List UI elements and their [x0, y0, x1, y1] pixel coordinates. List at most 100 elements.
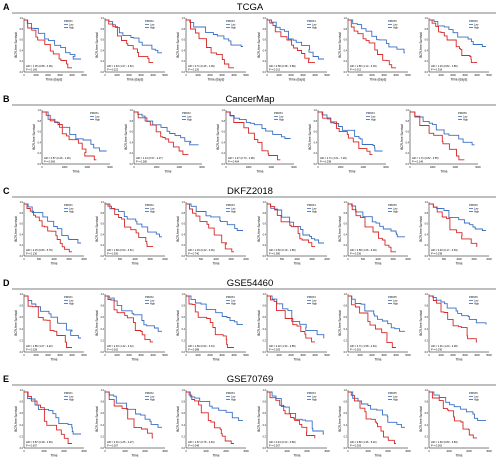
y-axis-label: BCR-free Survival	[95, 406, 99, 432]
legend-low-label: Low	[312, 396, 317, 399]
y-tick-label: 0.4	[263, 49, 267, 52]
x-tick-label: 2000	[45, 354, 51, 357]
y-tick-label: 1.0	[20, 293, 24, 296]
low-curve	[348, 19, 405, 54]
y-tick-label: 1.0	[263, 389, 267, 392]
hazard-ratio: HR = 0.57 (0.26 - 1.26)	[44, 156, 71, 160]
legend-high-label: High	[474, 399, 480, 402]
x-axis-label: Time	[51, 454, 58, 458]
gene-name: PRDX6	[469, 295, 478, 299]
x-tick-label: 1000	[276, 74, 282, 77]
legend-high-label: High	[393, 211, 399, 214]
km-panel-prdx2: BCR-free Survival 1.0 0.8 0.6 0.4 0.2 0.00 500 1…	[95, 201, 168, 266]
legend-high-label: High	[312, 27, 318, 30]
x-tick-label: 2000	[154, 166, 160, 169]
x-tick-label: 4000	[453, 166, 459, 169]
legend-high-label: High	[150, 399, 156, 402]
y-tick-label: 1.0	[101, 17, 105, 20]
x-tick-label: 500	[37, 258, 42, 261]
x-tick-label: 2000	[207, 74, 213, 77]
p-value: P = 0.036	[350, 252, 362, 256]
high-curve	[348, 19, 396, 69]
high-curve	[186, 203, 234, 253]
y-tick-label: 0.8	[263, 401, 267, 404]
y-axis-label: BCR-free Survival	[257, 406, 261, 432]
x-tick-label: 0	[347, 354, 349, 357]
legend-high-label: High	[371, 119, 377, 122]
x-tick-label: 2000	[385, 450, 391, 453]
gene-name: PRDX1	[90, 111, 99, 115]
hazard-ratio: HR = 1.23 (0.82 - 1.86)	[431, 64, 458, 68]
y-axis-label: BCR-free Survival	[95, 310, 99, 336]
p-value: P = 0.012	[350, 68, 362, 72]
x-axis-label: Time	[441, 170, 448, 174]
x-axis-label: Time (days)	[127, 78, 144, 82]
low-curve	[105, 391, 162, 428]
x-tick-label: 3000	[381, 354, 387, 357]
y-tick-label: 1.0	[344, 293, 348, 296]
gene-name: PRDX5	[388, 203, 397, 207]
y-axis-label: BCR-free Survival	[338, 216, 342, 242]
y-tick-label: 0.6	[222, 131, 226, 134]
x-tick-label: 1000	[438, 74, 444, 77]
y-tick-label: 0.2	[344, 435, 348, 438]
legend-low-label: Low	[231, 24, 236, 27]
hazard-ratio: HR = 1.60 (0.80 - 3.83)	[431, 440, 458, 444]
y-tick-label: 0.0	[130, 163, 134, 166]
x-tick-label: 2000	[486, 258, 492, 261]
legend-low-label: Low	[474, 208, 479, 211]
x-tick-label: 2000	[405, 258, 411, 261]
gene-name: PRDX2	[145, 391, 154, 395]
p-value: P = 0.028	[26, 348, 38, 352]
y-tick-label: 0.6	[182, 316, 186, 319]
hazard-ratio: HR = 0.87 (0.48 - 1.60)	[26, 440, 53, 444]
legend-high-label: High	[474, 303, 480, 306]
low-curve	[24, 19, 81, 60]
y-tick-label: 0.8	[20, 401, 24, 404]
y-tick-label: 0.0	[20, 71, 24, 74]
p-value: P = 0.300	[107, 252, 119, 256]
y-tick-label: 0.2	[20, 60, 24, 63]
x-axis-label: Time	[294, 262, 301, 266]
y-tick-label: 0.6	[263, 412, 267, 415]
high-curve	[348, 295, 396, 348]
legend-low-label: Low	[312, 300, 317, 303]
legend-low-label: Low	[371, 116, 376, 119]
x-tick-label: 6000	[475, 166, 481, 169]
x-tick-label: 1000	[446, 450, 452, 453]
p-value: P = 0.088	[188, 348, 200, 352]
x-axis-label: Time	[257, 170, 264, 174]
x-tick-label: 2000	[304, 450, 310, 453]
x-tick-label: 3000	[138, 74, 144, 77]
x-tick-label: 1000	[51, 258, 57, 261]
high-curve	[267, 295, 315, 343]
low-curve	[429, 391, 486, 422]
y-tick-label: 0.4	[344, 49, 348, 52]
y-tick-label: 0.4	[263, 424, 267, 427]
x-tick-label: 5000	[405, 74, 411, 77]
low-curve	[105, 19, 162, 54]
high-curve	[105, 203, 153, 248]
high-curve	[42, 111, 97, 161]
y-tick-label: 0.0	[263, 351, 267, 354]
y-tick-label: 0.8	[20, 212, 24, 215]
high-curve	[134, 111, 189, 156]
x-tick-label: 5000	[162, 74, 168, 77]
x-tick-label: 2000	[288, 74, 294, 77]
hazard-ratio: HR = 0.71 (0.46 - 1.09)	[188, 64, 215, 68]
y-tick-label: 1.0	[222, 109, 226, 112]
y-tick-label: 0.2	[344, 244, 348, 247]
dataset-title: GSE54460	[227, 278, 273, 289]
y-tick-label: 0.0	[38, 163, 42, 166]
y-tick-label: 0.2	[425, 60, 429, 63]
low-curve	[348, 203, 405, 238]
km-panel-prdx2: BCR-free Survival 1.0 0.8 0.6 0.4 0.2 0.00 2000…	[124, 109, 205, 174]
y-tick-label: 0.6	[425, 412, 429, 415]
y-axis-label: BCR-free Survival	[257, 310, 261, 336]
high-curve	[105, 19, 153, 64]
x-tick-label: 4000	[269, 166, 275, 169]
y-axis-label: BCR-free Survival	[338, 310, 342, 336]
low-curve	[429, 19, 486, 47]
y-tick-label: 0.2	[20, 339, 24, 342]
y-axis-label: BCR-free Survival	[419, 406, 423, 432]
